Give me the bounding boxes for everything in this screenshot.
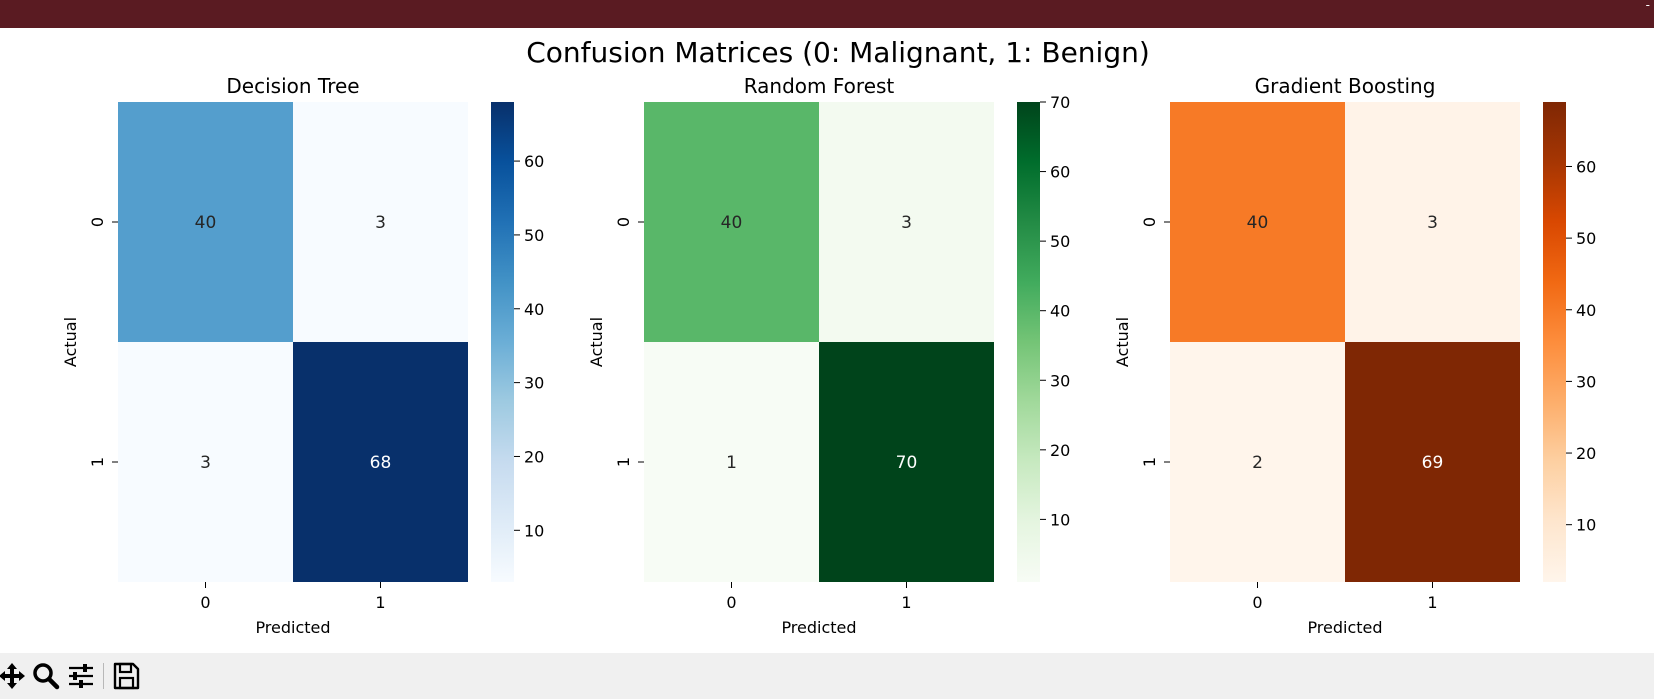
- colorbar-tick-label: 30: [1050, 371, 1070, 390]
- y-tick-label: 0: [88, 217, 107, 227]
- panel-title: Decision Tree: [226, 74, 359, 98]
- x-tick-label: 0: [1252, 593, 1262, 612]
- heatmap-cell: [1170, 342, 1345, 582]
- y-tick-label: 1: [1140, 457, 1159, 467]
- y-axis-label: Actual: [1113, 317, 1132, 367]
- cell-value-label: 40: [195, 213, 217, 233]
- cell-value-label: 69: [1422, 453, 1444, 473]
- x-axis-label: Predicted: [255, 618, 330, 637]
- colorbar-tick-label: 50: [1576, 229, 1596, 248]
- x-tick-label: 1: [375, 593, 385, 612]
- cell-value-label: 3: [200, 453, 211, 473]
- figure-canvas: Confusion Matrices (0: Malignant, 1: Ben…: [0, 28, 1654, 653]
- cell-value-label: 3: [901, 213, 912, 233]
- colorbar-tick-label: 40: [1050, 302, 1070, 321]
- cell-value-label: 70: [896, 453, 918, 473]
- x-axis-label: Predicted: [781, 618, 856, 637]
- confusion-matrices-chart: Confusion Matrices (0: Malignant, 1: Ben…: [61, 36, 1596, 637]
- heatmap-cell: [644, 342, 819, 582]
- zoom-button[interactable]: [30, 660, 62, 692]
- heatmap-panel-1: 40 3 3 68 Decision Tree 0 1 Predicted 0 1 Actual 10…: [61, 74, 544, 637]
- heatmap-cell: [118, 102, 293, 342]
- zoom-icon: [33, 663, 60, 690]
- configure-subplots-icon: [69, 664, 93, 688]
- heatmap-cell: [644, 102, 819, 342]
- colorbar-tick-label: 10: [1576, 516, 1596, 535]
- colorbar-tick-label: 60: [524, 152, 544, 171]
- titlebar-text: -: [1645, 0, 1650, 12]
- colorbar-tick-label: 50: [524, 226, 544, 245]
- colorbar-tick-label: 10: [524, 521, 544, 540]
- heatmap-panel-2: 40 3 1 70 Random Forest 0 1 Predicted 0 1 Actual 10…: [587, 74, 1070, 637]
- cell-value-label: 68: [370, 453, 392, 473]
- heatmap-cell: [1170, 102, 1345, 342]
- figure-title: Confusion Matrices (0: Malignant, 1: Ben…: [526, 36, 1150, 69]
- cell-value-label: 1: [726, 453, 737, 473]
- cell-value-label: 3: [1427, 213, 1438, 233]
- cell-value-label: 2: [1252, 453, 1263, 473]
- heatmap-cell: [293, 102, 468, 342]
- y-tick-label: 1: [88, 457, 107, 467]
- panel-title: Gradient Boosting: [1255, 74, 1436, 98]
- colorbar-tick-label: 40: [1576, 301, 1596, 320]
- heatmap-cell: [1345, 102, 1520, 342]
- colorbar-tick-label: 60: [1576, 157, 1596, 176]
- x-tick-label: 0: [200, 593, 210, 612]
- heatmap-panel-3: 40 3 2 69 Gradient Boosting 0 1 Predicted 0 1 Actu…: [1113, 74, 1596, 637]
- colorbar-tick-label: 30: [1576, 372, 1596, 391]
- panel-title: Random Forest: [744, 74, 895, 98]
- y-axis-label: Actual: [61, 317, 80, 367]
- configure-subplots-button[interactable]: [65, 660, 97, 692]
- colorbar-tick-label: 20: [1576, 444, 1596, 463]
- pan-button[interactable]: [0, 660, 28, 692]
- colorbar-tick-label: 20: [1050, 441, 1070, 460]
- cell-value-label: 40: [1247, 213, 1269, 233]
- colorbar-tick-label: 50: [1050, 232, 1070, 251]
- colorbar-tick-label: 10: [1050, 510, 1070, 529]
- window-titlebar: -: [0, 0, 1654, 28]
- heatmap-cell: [1345, 342, 1520, 582]
- toolbar-separator: [103, 663, 104, 689]
- colorbar: [1543, 102, 1566, 582]
- y-tick-label: 1: [614, 457, 633, 467]
- heatmap-cell: [293, 342, 468, 582]
- save-button[interactable]: [110, 660, 142, 692]
- colorbar-tick-label: 60: [1050, 163, 1070, 182]
- colorbar-tick-label: 40: [524, 300, 544, 319]
- cell-value-label: 40: [721, 213, 743, 233]
- x-axis-label: Predicted: [1307, 618, 1382, 637]
- heatmap-cell: [819, 102, 994, 342]
- colorbar: [1017, 102, 1040, 582]
- y-tick-label: 0: [614, 217, 633, 227]
- x-tick-label: 1: [901, 593, 911, 612]
- colorbar-tick-label: 30: [524, 374, 544, 393]
- y-axis-label: Actual: [587, 317, 606, 367]
- pan-icon: [0, 663, 25, 689]
- colorbar-tick-label: 20: [524, 447, 544, 466]
- heatmap-cell: [118, 342, 293, 582]
- cell-value-label: 3: [375, 213, 386, 233]
- x-tick-label: 1: [1427, 593, 1437, 612]
- x-tick-label: 0: [726, 593, 736, 612]
- heatmap-cell: [819, 342, 994, 582]
- colorbar-tick-label: 70: [1050, 93, 1070, 112]
- save-icon: [113, 662, 140, 690]
- y-tick-label: 0: [1140, 217, 1159, 227]
- colorbar: [491, 102, 514, 582]
- toolbar: [0, 653, 1654, 699]
